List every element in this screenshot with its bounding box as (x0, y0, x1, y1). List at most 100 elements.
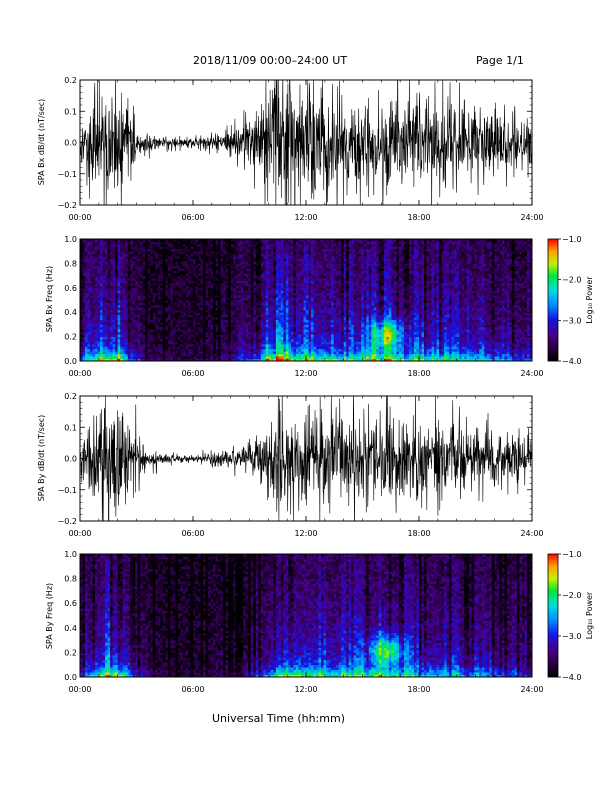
spectrogram-cell (321, 278, 324, 281)
spectrogram-cell (85, 254, 88, 257)
spectrogram-cell (196, 254, 199, 257)
spectrogram-cell (85, 346, 88, 349)
spectrogram-cell (231, 283, 234, 286)
spectrogram-cell (170, 251, 173, 254)
spectrogram-cell (241, 273, 244, 276)
spectrogram-cell (316, 273, 319, 276)
spectrogram-cell (316, 356, 319, 359)
spectrogram-cell (278, 285, 281, 288)
spectrogram-cell (85, 324, 88, 327)
spectrogram-cell (213, 302, 216, 305)
spectrogram-cell (173, 288, 176, 291)
spectrogram-cell (145, 273, 148, 276)
spectrogram-cell (143, 251, 146, 254)
spectrogram-cell (208, 249, 211, 252)
spectrogram-cell (238, 302, 241, 305)
spectrogram-cell (213, 273, 216, 276)
spectrogram-cell (115, 288, 118, 291)
spectrogram-cell (118, 312, 121, 315)
spectrogram-cell (266, 276, 269, 279)
spectrogram-cell (170, 249, 173, 252)
spectrogram-cell (256, 251, 259, 254)
spectrogram-cell (143, 332, 146, 335)
spectrogram-cell (193, 244, 196, 247)
spectrogram-cell (140, 354, 143, 357)
spectrogram-cell (319, 259, 322, 262)
spectrogram-cell (253, 244, 256, 247)
spectrogram-cell (231, 266, 234, 269)
spectrogram-cell (276, 268, 279, 271)
spectrogram-cell (130, 298, 133, 301)
spectrogram-cell (246, 307, 249, 310)
spectrogram-cell (133, 293, 136, 296)
spectrogram-cell (173, 354, 176, 357)
spectrogram-cell (178, 288, 181, 291)
spectrogram-cell (115, 324, 118, 327)
spectrogram-cell (266, 288, 269, 291)
spectrogram-cell (143, 261, 146, 264)
spectrogram-cell (283, 341, 286, 344)
spectrogram-cell (138, 337, 141, 340)
spectrogram-cell (256, 356, 259, 359)
spectrogram-cell (108, 305, 111, 308)
spectrogram-cell (218, 305, 221, 308)
spectrogram-cell (138, 288, 141, 291)
spectrogram-cell (309, 344, 312, 347)
spectrogram-cell (201, 249, 204, 252)
spectrogram-cell (183, 278, 186, 281)
spectrogram-cell (243, 305, 246, 308)
spectrogram-cell (133, 290, 136, 293)
spectrogram-cell (306, 305, 309, 308)
spectrogram-cell (286, 312, 289, 315)
x-tick-label: 12:00 (294, 213, 317, 222)
spectrogram-cell (203, 337, 206, 340)
spectrogram-cell (258, 317, 261, 320)
spectrogram-cell (123, 341, 126, 344)
spectrogram-cell (143, 329, 146, 332)
spectrogram-cell (158, 332, 161, 335)
date-title: 2018/11/09 00:00–24:00 UT (193, 54, 347, 67)
spectrogram-cell (100, 322, 103, 325)
spectrogram-cell (288, 302, 291, 305)
spectrogram-cell (233, 315, 236, 318)
spectrogram-cell (231, 246, 234, 249)
spectrogram-cell (321, 271, 324, 274)
spectrogram-cell (108, 344, 111, 347)
spectrogram-cell (125, 337, 128, 340)
spectrogram-cell (123, 290, 126, 293)
spectrogram-cell (201, 302, 204, 305)
spectrogram-cell (241, 256, 244, 259)
spectrogram-cell (306, 334, 309, 337)
y-tick-label: −0.2 (58, 201, 77, 210)
spectrogram-cell (208, 288, 211, 291)
spectrogram-cell (100, 334, 103, 337)
spectrogram-cell (143, 315, 146, 318)
spectrogram-cell (216, 354, 219, 357)
spectrogram-cell (155, 259, 158, 262)
spectrogram-cell (118, 283, 121, 286)
spectrogram-cell (165, 356, 168, 359)
spectrogram-cell (233, 341, 236, 344)
spectrogram-cell (243, 307, 246, 310)
spectrogram-cell (238, 249, 241, 252)
spectrogram-cell (223, 276, 226, 279)
spectrogram-cell (173, 293, 176, 296)
spectrogram-cell (193, 295, 196, 298)
spectrogram-cell (196, 268, 199, 271)
spectrogram-cell (288, 256, 291, 259)
spectrogram-cell (155, 356, 158, 359)
spectrogram-cell (298, 256, 301, 259)
spectrogram-cell (296, 334, 299, 337)
spectrogram-cell (211, 295, 214, 298)
spectrogram-cell (185, 312, 188, 315)
spectrogram-cell (145, 305, 148, 308)
spectrogram-cell (311, 254, 314, 257)
spectrogram-cell (228, 341, 231, 344)
spectrogram-cell (83, 356, 86, 359)
spectrogram-cell (211, 307, 214, 310)
spectrogram-cell (98, 273, 101, 276)
spectrogram-cell (241, 332, 244, 335)
spectrogram-cell (291, 341, 294, 344)
spectrogram-cell (88, 305, 91, 308)
spectrogram-cell (223, 322, 226, 325)
